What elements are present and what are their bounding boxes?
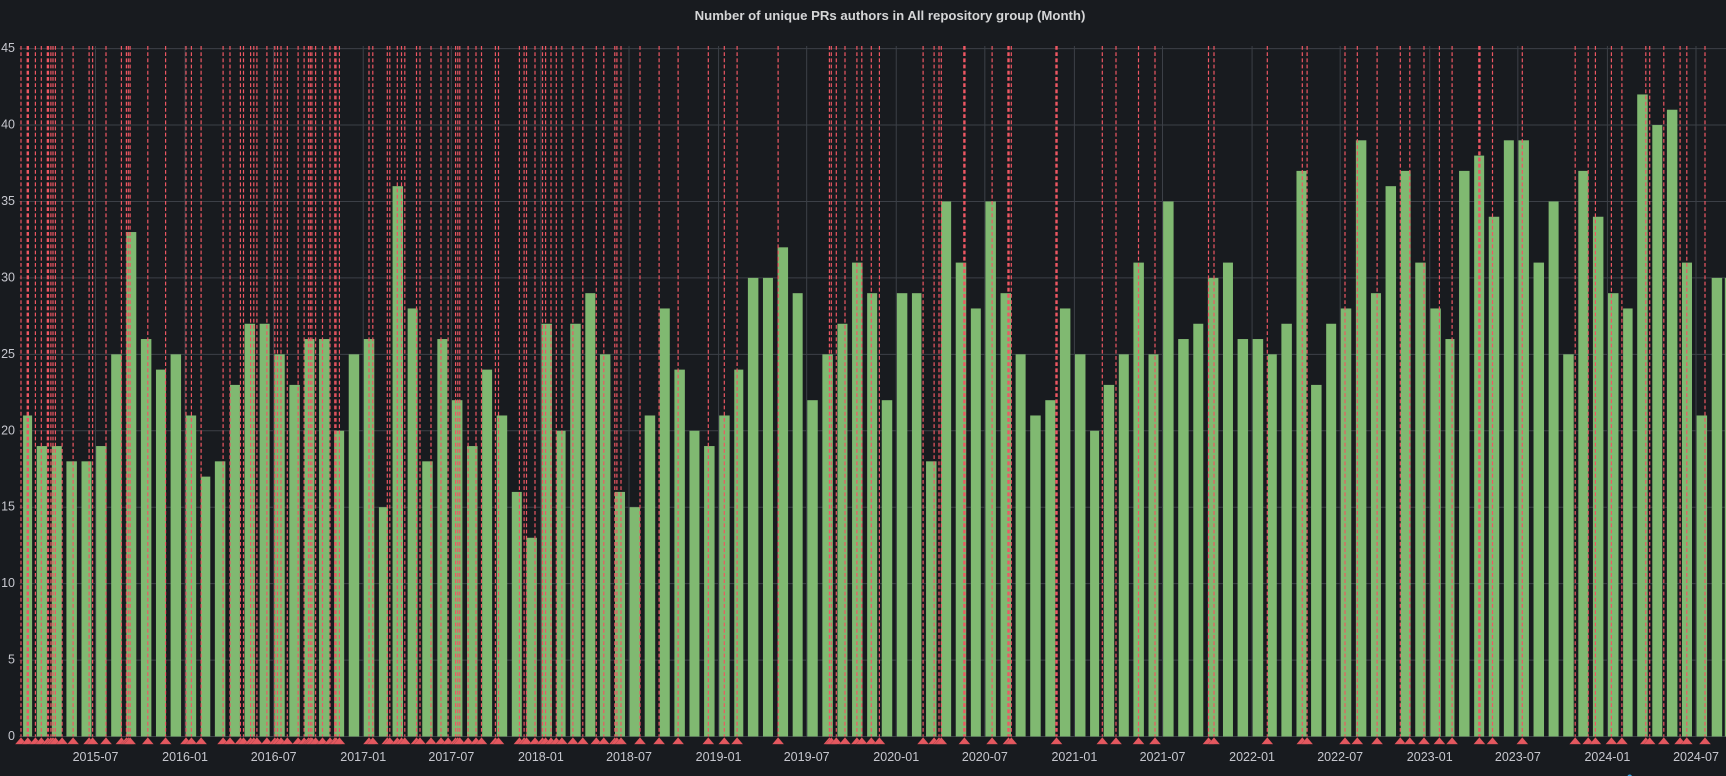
svg-text:2018-07: 2018-07 bbox=[606, 750, 652, 764]
svg-text:20: 20 bbox=[1, 423, 15, 437]
svg-text:2019-01: 2019-01 bbox=[696, 750, 742, 764]
svg-text:25: 25 bbox=[1, 347, 15, 361]
svg-text:2015-07: 2015-07 bbox=[73, 750, 119, 764]
svg-text:5: 5 bbox=[8, 653, 15, 667]
svg-text:10: 10 bbox=[1, 576, 15, 590]
svg-text:40: 40 bbox=[1, 118, 15, 132]
svg-text:2024-01: 2024-01 bbox=[1584, 750, 1630, 764]
svg-text:Number of unique PRs authors i: Number of unique PRs authors in All repo… bbox=[695, 8, 1086, 23]
svg-text:2023-07: 2023-07 bbox=[1495, 750, 1541, 764]
svg-text:2022-07: 2022-07 bbox=[1317, 750, 1363, 764]
svg-text:2017-07: 2017-07 bbox=[428, 750, 474, 764]
svg-text:45: 45 bbox=[1, 41, 15, 55]
svg-text:2016-07: 2016-07 bbox=[251, 750, 297, 764]
svg-text:30: 30 bbox=[1, 270, 15, 284]
svg-text:2021-07: 2021-07 bbox=[1140, 750, 1186, 764]
svg-text:2023-01: 2023-01 bbox=[1407, 750, 1453, 764]
svg-text:15: 15 bbox=[1, 500, 15, 514]
svg-text:2018-01: 2018-01 bbox=[518, 750, 564, 764]
svg-text:2020-07: 2020-07 bbox=[962, 750, 1008, 764]
svg-text:2024-07: 2024-07 bbox=[1673, 750, 1719, 764]
svg-text:2020-01: 2020-01 bbox=[873, 750, 919, 764]
svg-text:0: 0 bbox=[8, 729, 15, 743]
svg-text:2017-01: 2017-01 bbox=[340, 750, 386, 764]
svg-text:35: 35 bbox=[1, 194, 15, 208]
svg-text:2019-07: 2019-07 bbox=[784, 750, 830, 764]
svg-text:2016-01: 2016-01 bbox=[162, 750, 208, 764]
svg-text:2021-01: 2021-01 bbox=[1051, 750, 1097, 764]
svg-text:2022-01: 2022-01 bbox=[1229, 750, 1275, 764]
